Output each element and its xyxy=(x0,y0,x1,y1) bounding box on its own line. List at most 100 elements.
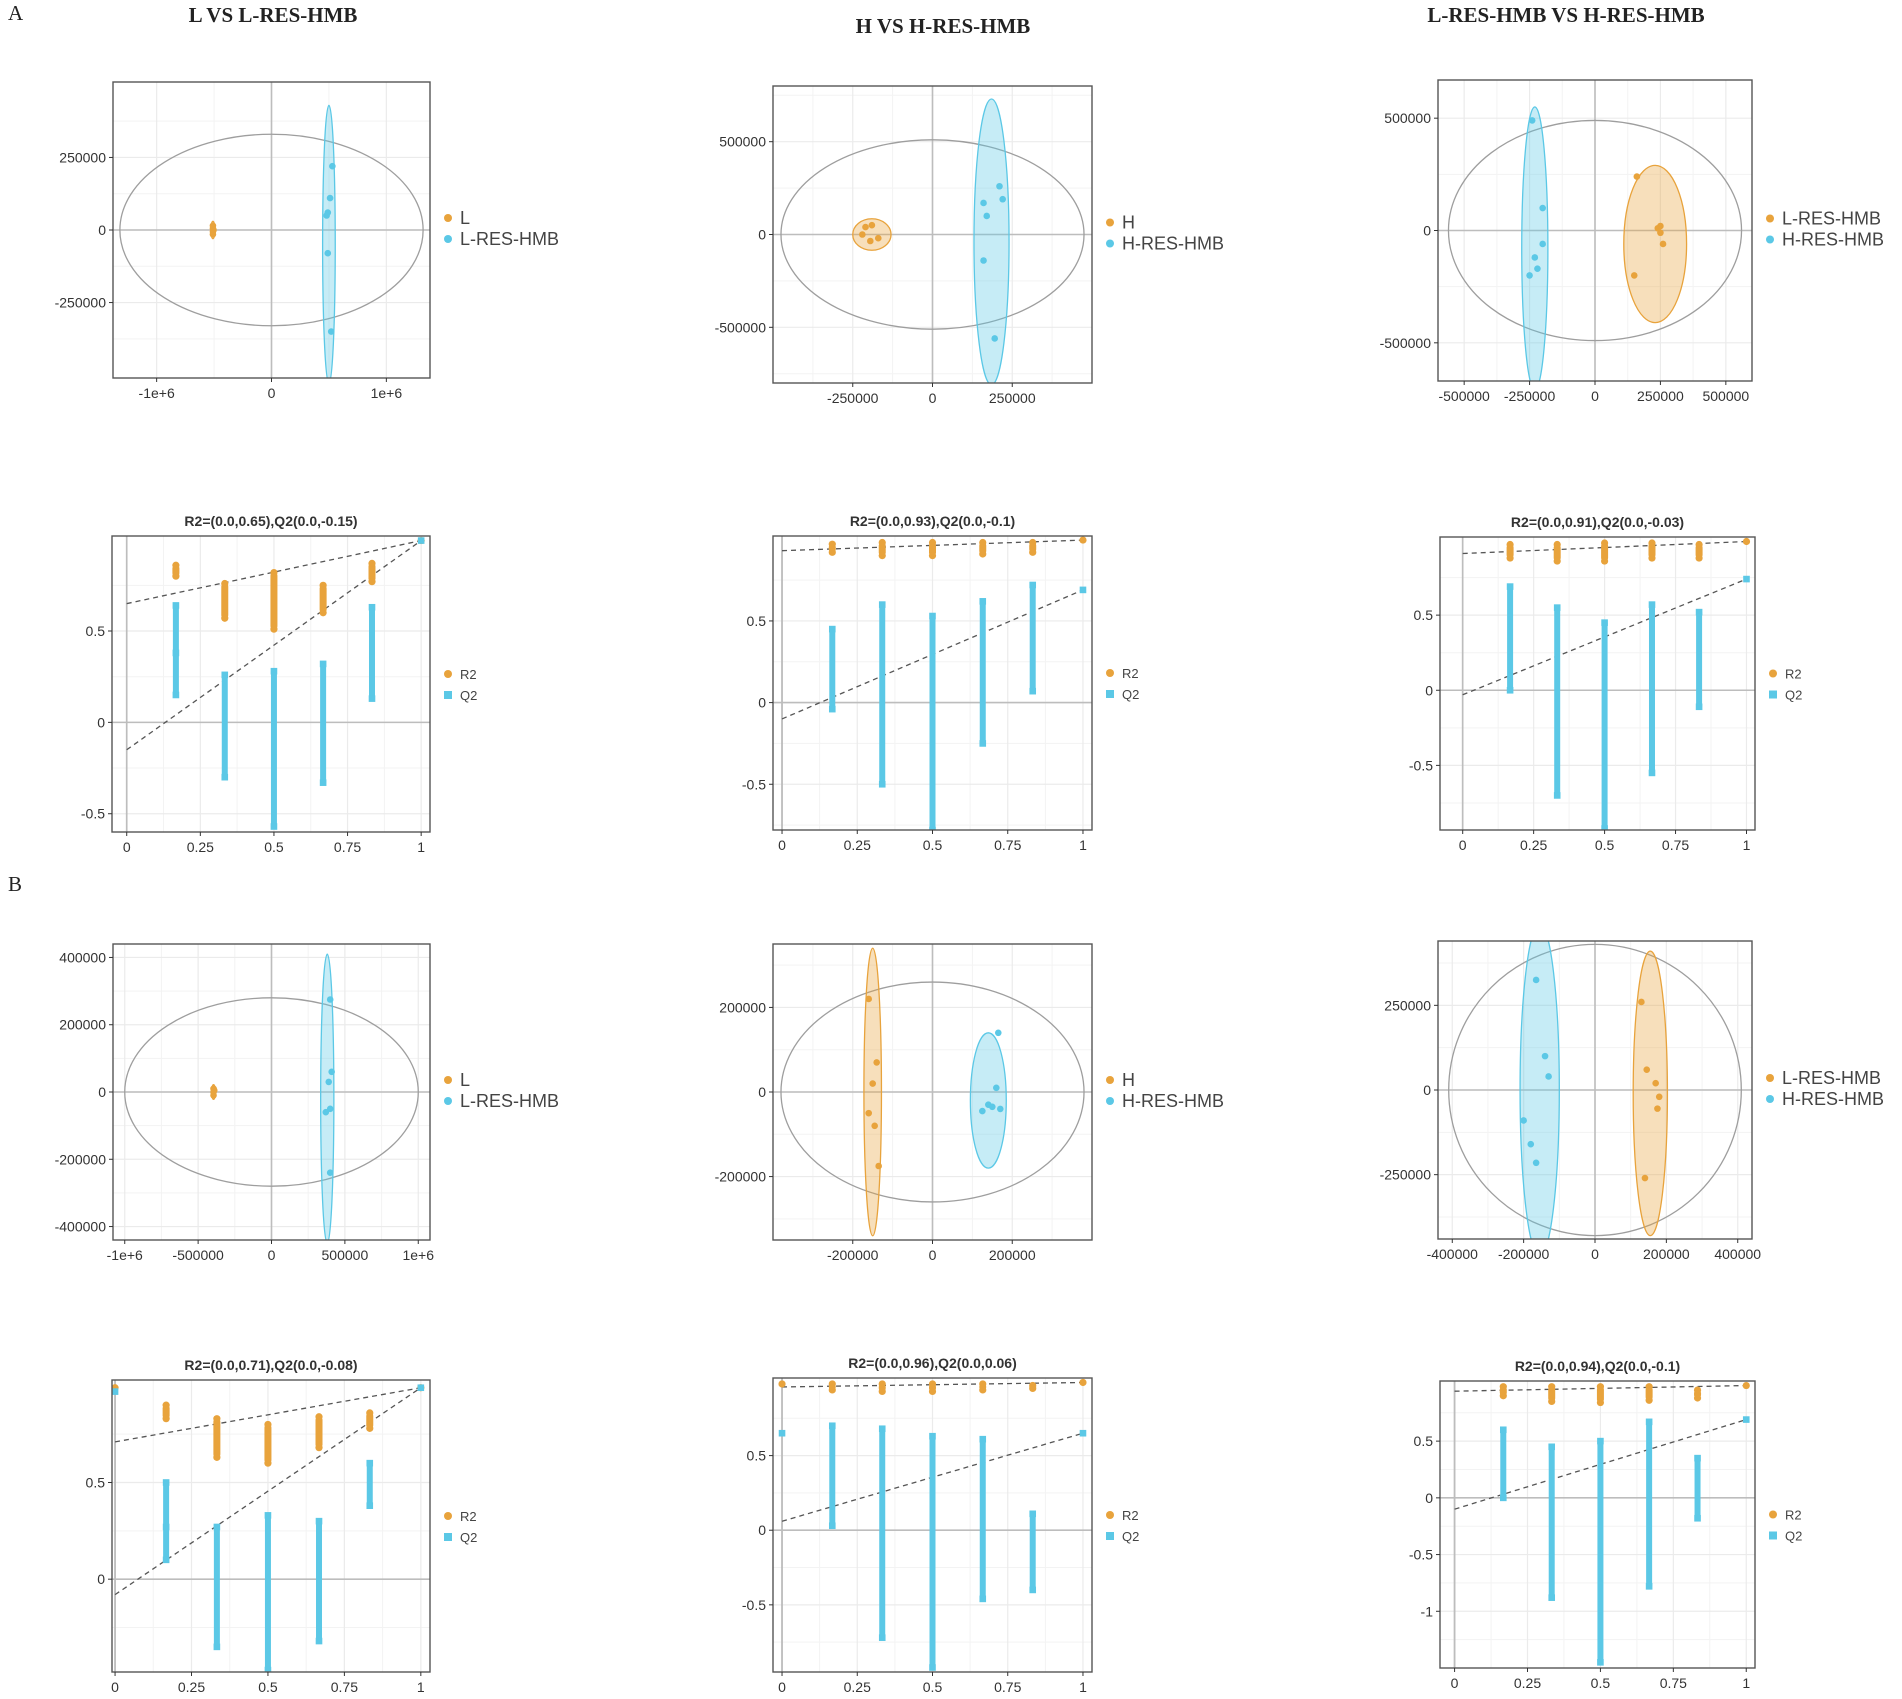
group-ellipse-2 xyxy=(1519,941,1560,1239)
data-column-R2 xyxy=(213,1418,221,1458)
data-column-R2 xyxy=(878,542,886,556)
legend-marker xyxy=(1106,669,1114,677)
data-point xyxy=(210,226,217,234)
data-point-R2 xyxy=(1079,536,1087,544)
plot-frame xyxy=(1439,1380,1756,1669)
data-point xyxy=(1526,272,1533,279)
regression-line-2 xyxy=(1454,1418,1747,1510)
y-tick-label: 0 xyxy=(1423,223,1431,239)
chart-A-score-2: -250000 0 250000 -500000 0 500000 HH-RES-HMB xyxy=(715,85,1224,406)
y-tick-label: 0.5 xyxy=(1414,607,1434,623)
data-point-Q2 xyxy=(1694,1514,1701,1522)
data-point-R2 xyxy=(1693,1386,1702,1394)
y-tick-label: -0.5 xyxy=(81,806,105,822)
data-point-Q2 xyxy=(366,1459,374,1467)
y-tick-label: 0.5 xyxy=(1414,1433,1434,1449)
legend-label: L xyxy=(460,1070,470,1090)
x-tick-label: -1e+6 xyxy=(107,1247,143,1263)
x-tick-label: 0.5 xyxy=(923,1679,943,1695)
y-tick-label: -500000 xyxy=(1380,335,1432,351)
data-point-Q2 xyxy=(1548,1594,1556,1601)
column-title-1: L VS L-RES-HMB xyxy=(189,3,358,27)
x-tick-label: 0.25 xyxy=(1514,1675,1541,1691)
legend-label: H-RES-HMB xyxy=(1122,234,1224,254)
data-point-Q2 xyxy=(270,667,278,675)
data-column-Q2 xyxy=(929,616,936,830)
y-tick-label: 0 xyxy=(758,227,766,243)
hotelling-ellipse xyxy=(1448,943,1742,1237)
x-tick-label: 0 xyxy=(123,839,131,855)
legend-marker xyxy=(444,1076,452,1084)
data-point-R2 xyxy=(1553,557,1561,565)
x-tick-label: 1 xyxy=(417,1679,425,1695)
y-tick-label: 400000 xyxy=(59,949,106,965)
chart-A-score-3: -500000 -250000 0 250000 500000 -500000 0 50000… xyxy=(1380,79,1884,404)
data-point-R2 xyxy=(1553,540,1561,549)
plot-frame xyxy=(111,1379,431,1673)
x-tick-label: -250000 xyxy=(827,390,879,406)
legend-marker xyxy=(444,214,452,222)
data-column-Q2 xyxy=(979,601,986,744)
data-column-R2 xyxy=(1553,544,1561,562)
data-point-R2 xyxy=(979,1386,987,1394)
data-point xyxy=(993,1084,1000,1092)
data-point xyxy=(1641,1174,1649,1182)
legend-label: H-RES-HMB xyxy=(1782,1089,1884,1109)
data-point-Q2 xyxy=(213,1643,221,1651)
hotelling-ellipse xyxy=(1447,119,1743,342)
data-column-Q2 xyxy=(163,1482,170,1560)
data-point xyxy=(1643,1066,1651,1073)
data-point xyxy=(1539,204,1546,212)
data-point xyxy=(326,194,334,202)
x-tick-label: 0.75 xyxy=(334,839,361,855)
data-point-R2 xyxy=(319,581,327,589)
data-point-Q2 xyxy=(929,612,936,620)
data-point-Q2 xyxy=(270,823,278,830)
data-point-Q2 xyxy=(1553,792,1561,799)
y-tick-label: -0.5 xyxy=(742,1597,766,1613)
legend-label: Q2 xyxy=(460,1530,477,1545)
x-tick-label: 0.5 xyxy=(1591,1675,1611,1691)
data-point-Q2 xyxy=(1548,1443,1556,1451)
data-column-R2 xyxy=(1695,544,1703,559)
data-point xyxy=(324,249,332,257)
plot-area xyxy=(773,536,1092,830)
data-column-R2 xyxy=(1506,544,1514,559)
data-point-R2 xyxy=(1695,554,1703,562)
x-tick-label: 0 xyxy=(268,385,276,401)
hotelling-ellipse xyxy=(119,133,424,327)
x-tick-label: 400000 xyxy=(1714,1246,1761,1262)
data-column-Q2 xyxy=(316,1521,323,1642)
x-tick-label: 0.75 xyxy=(1662,837,1689,853)
legend-marker xyxy=(1106,218,1114,227)
legend-label: Q2 xyxy=(1122,687,1139,702)
data-point-Q2 xyxy=(1029,1510,1037,1518)
y-tick-label: 0.5 xyxy=(747,613,767,629)
data-point-R2 xyxy=(1499,1392,1507,1400)
plot-area xyxy=(112,1380,430,1672)
legend-marker xyxy=(444,670,452,678)
data-column-R2 xyxy=(162,1405,170,1419)
data-point-Q2 xyxy=(162,1479,170,1486)
data-point-R2 xyxy=(928,1387,937,1396)
data-column-Q2 xyxy=(1500,1429,1507,1498)
x-tick-label: 0.5 xyxy=(264,839,284,855)
data-point-R2 xyxy=(1742,537,1751,546)
data-point-Q2 xyxy=(979,740,987,747)
data-point xyxy=(874,234,882,242)
data-point-R2 xyxy=(172,561,180,569)
legend-label: H-RES-HMB xyxy=(1122,1091,1224,1111)
chart-B-perm-1: 0 0.25 0.5 0.75 1 0 0.5 R2=(0.0,0.71),Q2(0.0,-0… xyxy=(86,1357,478,1695)
data-point-R2 xyxy=(1645,1396,1653,1404)
data-point xyxy=(329,162,336,170)
data-point-R2 xyxy=(928,538,937,547)
data-point xyxy=(1541,1052,1549,1060)
chart-B-score-1: -1e+6 -500000 0 500000 1e+6 -400000 -200000 0 20… xyxy=(55,943,559,1263)
data-point xyxy=(1655,1093,1663,1101)
data-point xyxy=(999,195,1006,203)
y-tick-label: -0.5 xyxy=(742,776,766,792)
data-point-Q2 xyxy=(1029,687,1037,695)
data-point xyxy=(865,1109,872,1117)
data-point-Q2 xyxy=(319,660,327,668)
legend-label: R2 xyxy=(460,667,477,682)
